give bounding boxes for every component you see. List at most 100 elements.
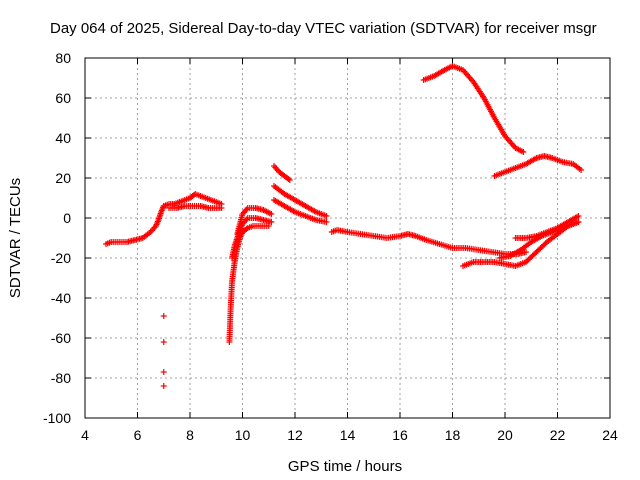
x-axis-label: GPS time / hours — [288, 458, 402, 475]
data-point — [213, 199, 223, 207]
data-point — [281, 203, 297, 215]
x-tick-label: 10 — [235, 427, 251, 443]
data-point — [436, 241, 454, 251]
series-track-10 — [328, 227, 529, 257]
data-point — [554, 219, 570, 231]
data-point — [470, 259, 486, 265]
x-tick-label: 18 — [445, 427, 461, 443]
y-tick-label: 20 — [55, 170, 71, 186]
data-point — [383, 233, 402, 241]
data-point — [507, 247, 523, 259]
data-point — [462, 245, 480, 253]
data-point — [559, 221, 575, 231]
data-point — [334, 227, 349, 235]
data-point — [441, 63, 454, 73]
tick-layer: 4 6 8 10 12 14 16 18 20 22 24 -100 -80 -60 -40 -20 0 20 40… — [43, 50, 618, 443]
data-point — [488, 249, 507, 257]
data-point — [575, 219, 582, 225]
x-tick-label: 16 — [392, 427, 408, 443]
mark-layer — [103, 63, 585, 389]
data-point — [286, 177, 293, 183]
data-point — [370, 233, 388, 241]
data-point — [197, 193, 207, 201]
data-point — [313, 217, 328, 225]
data-point — [491, 169, 507, 179]
data-point — [460, 67, 476, 84]
data-point — [449, 63, 465, 73]
data-point — [481, 95, 497, 120]
data-point — [533, 229, 549, 239]
data-point — [252, 215, 265, 223]
data-point — [328, 227, 339, 235]
x-tick-label: 24 — [602, 427, 618, 443]
x-tick-label: 20 — [497, 427, 513, 443]
data-point — [420, 73, 436, 83]
data-point — [292, 209, 307, 219]
data-point — [160, 313, 167, 319]
x-tick-label: 4 — [81, 427, 89, 443]
series-track-2 — [160, 191, 225, 209]
data-point — [559, 159, 575, 167]
x-tick-label: 6 — [134, 427, 142, 443]
y-tick-label: 60 — [55, 90, 71, 106]
y-tick-label: 80 — [55, 50, 71, 66]
data-point — [523, 250, 539, 265]
data-point — [344, 229, 362, 237]
data-point — [523, 249, 529, 255]
data-point — [323, 219, 330, 225]
x-tick-label: 12 — [287, 427, 303, 443]
data-point — [244, 223, 255, 231]
data-point — [218, 205, 225, 211]
series-track-7 — [271, 163, 293, 183]
series-track-1 — [103, 203, 167, 247]
data-point — [229, 260, 238, 285]
data-point — [520, 149, 527, 155]
data-point — [313, 209, 328, 219]
data-point — [323, 213, 330, 219]
series-track-13 — [512, 213, 582, 241]
y-tick-label: 0 — [63, 210, 71, 226]
data-point — [549, 155, 564, 165]
data-point — [226, 306, 234, 345]
data-point — [491, 259, 507, 267]
data-point — [271, 163, 281, 174]
data-point — [160, 339, 167, 345]
data-point — [460, 259, 475, 269]
data-point — [575, 213, 582, 219]
data-point — [357, 231, 375, 239]
data-point — [423, 237, 441, 247]
y-axis-label: SDTVAR / TECUs — [7, 178, 24, 298]
data-point — [171, 199, 181, 207]
data-point — [252, 205, 265, 213]
data-point — [208, 197, 218, 205]
data-point — [570, 219, 580, 227]
data-point — [268, 219, 275, 225]
data-point — [502, 165, 517, 175]
data-point — [512, 259, 528, 269]
data-point — [544, 225, 559, 235]
series-track-8 — [271, 183, 330, 219]
series-outliers — [160, 313, 167, 389]
data-point — [491, 115, 508, 138]
series-track-14 — [420, 63, 527, 155]
y-tick-label: -60 — [51, 330, 71, 346]
data-point — [475, 247, 493, 255]
data-point — [147, 224, 158, 235]
data-point — [302, 213, 318, 223]
chart-title: Day 064 of 2025, Sidereal Day-to-day VTE… — [50, 20, 597, 37]
data-point — [160, 383, 167, 389]
series-track-12 — [496, 219, 582, 261]
series-track-15 — [491, 153, 585, 179]
x-tick-label: 14 — [340, 427, 356, 443]
y-tick-label: -20 — [51, 250, 71, 266]
series-track-6 — [234, 205, 275, 237]
data-point — [160, 201, 171, 209]
series-track-9 — [271, 197, 330, 225]
y-tick-label: 40 — [55, 130, 71, 146]
data-point — [397, 231, 410, 239]
y-tick-label: -80 — [51, 370, 71, 386]
data-point — [578, 167, 585, 173]
data-point — [449, 245, 467, 251]
series-track-3 — [166, 203, 225, 211]
